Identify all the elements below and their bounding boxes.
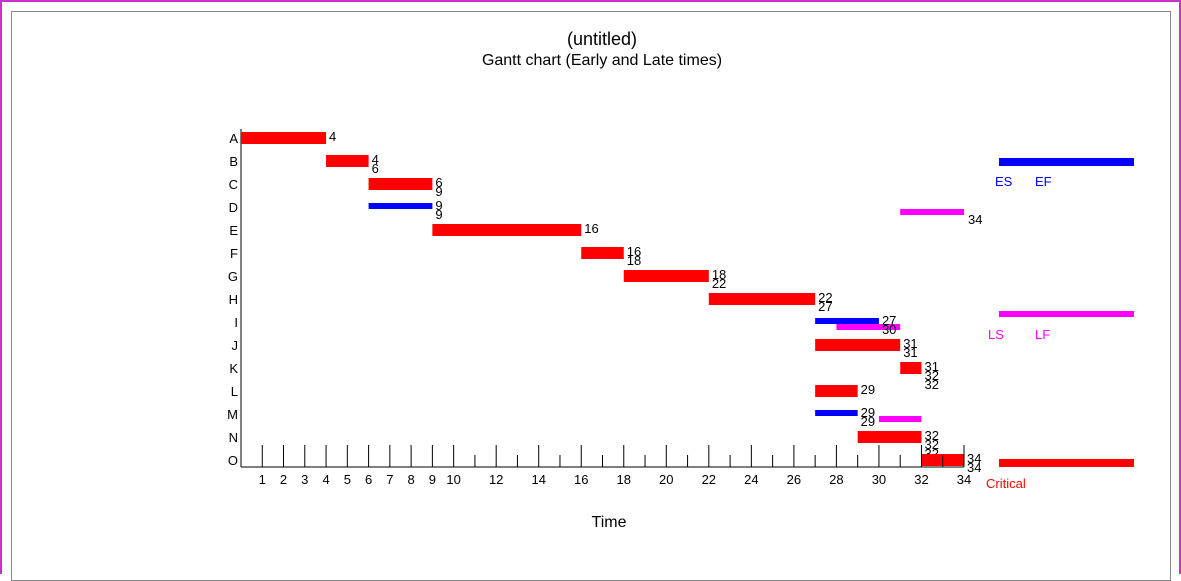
chart-title: (untitled): [567, 29, 637, 49]
task-label-B: B: [229, 154, 238, 169]
x-tick-label-5: 5: [344, 472, 351, 487]
task-label-N: N: [229, 430, 238, 445]
time-label-B-0: 4: [372, 152, 379, 167]
critical-bar-L: [815, 385, 858, 397]
x-tick-label-10: 10: [446, 472, 460, 487]
time-label-L-0: 29: [861, 382, 875, 397]
task-label-G: G: [228, 269, 238, 284]
critical-bar-B: [326, 155, 369, 167]
task-label-E: E: [229, 223, 238, 238]
time-label-C-1: 9: [435, 184, 442, 199]
time-label-K-1: 32: [924, 368, 938, 383]
task-label-D: D: [229, 200, 238, 215]
late-bar-D: [900, 209, 964, 215]
x-tick-label-22: 22: [702, 472, 716, 487]
time-label-I-1: 30: [882, 322, 896, 337]
time-label-H-1: 27: [818, 299, 832, 314]
chart-subtitle: Gantt chart (Early and Late times): [482, 52, 722, 69]
critical-bar-N: [857, 431, 922, 443]
late-bar-M: [878, 416, 922, 422]
legend-critical-bar: [999, 459, 1134, 467]
legend-ef-label: EF: [1035, 174, 1052, 189]
time-label-G-1: 22: [712, 276, 726, 291]
time-label-K-0: 31: [924, 359, 938, 374]
chart-panel: (untitled) Gantt chart (Early and Late t…: [11, 11, 1171, 581]
time-label-D-1: 9: [435, 207, 442, 222]
critical-bar-J: [815, 339, 901, 351]
time-label-A-0: 4: [329, 129, 336, 144]
task-label-J: J: [232, 338, 239, 353]
time-label-J-1: 31: [903, 345, 917, 360]
x-tick-label-24: 24: [744, 472, 758, 487]
x-tick-label-12: 12: [489, 472, 503, 487]
time-label-F-1: 18: [627, 253, 641, 268]
legend: ES EF LS LF Critical: [986, 158, 1134, 491]
task-label-O: O: [228, 453, 238, 468]
x-tick-label-3: 3: [301, 472, 308, 487]
task-label-K: K: [229, 361, 238, 376]
time-label-H-0: 22: [818, 290, 832, 305]
time-label-J-0: 31: [903, 336, 917, 351]
late-end-label-D: 34: [968, 212, 982, 227]
x-tick-label-6: 6: [365, 472, 372, 487]
x-tick-label-28: 28: [829, 472, 843, 487]
legend-early-bar: [999, 158, 1134, 166]
time-label-M-0: 29: [861, 405, 875, 420]
time-label-O-1: 34: [967, 460, 981, 475]
legend-ls-label: LS: [988, 327, 1004, 342]
critical-bar-F: [581, 247, 624, 259]
x-tick-label-7: 7: [386, 472, 393, 487]
time-label-B-1: 6: [372, 161, 379, 176]
x-tick-label-2: 2: [280, 472, 287, 487]
time-label-K-2: 32: [924, 377, 938, 392]
time-label-F-0: 16: [627, 244, 641, 259]
x-tick-label-26: 26: [787, 472, 801, 487]
late-bar-I: [836, 324, 901, 330]
x-axis-title: Time: [592, 514, 627, 531]
time-label-M-1: 29: [861, 414, 875, 429]
x-tick-label-8: 8: [408, 472, 415, 487]
time-label-O-0: 34: [967, 451, 981, 466]
critical-bar-E: [432, 224, 582, 236]
x-tick-label-32: 32: [914, 472, 928, 487]
x-tick-label-9: 9: [429, 472, 436, 487]
time-label-N-1: 32: [924, 437, 938, 452]
legend-late-bar: [999, 311, 1134, 317]
x-tick-label-4: 4: [322, 472, 329, 487]
early-bar-I: [815, 318, 879, 324]
critical-bar-A: [241, 132, 327, 144]
time-label-G-0: 18: [712, 267, 726, 282]
critical-bar-C: [368, 178, 433, 190]
time-label-N-0: 32: [924, 428, 938, 443]
task-label-C: C: [229, 177, 238, 192]
x-tick-label-14: 14: [531, 472, 545, 487]
legend-es-label: ES: [995, 174, 1013, 189]
x-tick-label-18: 18: [617, 472, 631, 487]
legend-critical-label: Critical: [986, 476, 1026, 491]
task-label-F: F: [230, 246, 238, 261]
time-label-I-0: 27: [882, 313, 896, 328]
x-tick-label-34: 34: [957, 472, 971, 487]
task-label-A: A: [229, 131, 238, 146]
early-bar-D: [368, 203, 433, 209]
x-tick-label-30: 30: [872, 472, 886, 487]
critical-bar-H: [708, 293, 816, 305]
early-bar-M: [815, 410, 858, 416]
task-label-L: L: [231, 384, 238, 399]
task-label-H: H: [229, 292, 238, 307]
x-tick-label-1: 1: [259, 472, 266, 487]
legend-lf-label: LF: [1035, 327, 1050, 342]
x-tick-label-20: 20: [659, 472, 673, 487]
x-tick-label-16: 16: [574, 472, 588, 487]
time-label-D-0: 9: [435, 198, 442, 213]
time-label-E-0: 16: [584, 221, 598, 236]
gantt-chart: (untitled) Gantt chart (Early and Late t…: [227, 29, 1134, 531]
critical-bar-G: [623, 270, 709, 282]
task-label-M: M: [227, 407, 238, 422]
critical-bar-K: [900, 362, 922, 374]
task-label-I: I: [234, 315, 238, 330]
time-label-C-0: 6: [435, 175, 442, 190]
